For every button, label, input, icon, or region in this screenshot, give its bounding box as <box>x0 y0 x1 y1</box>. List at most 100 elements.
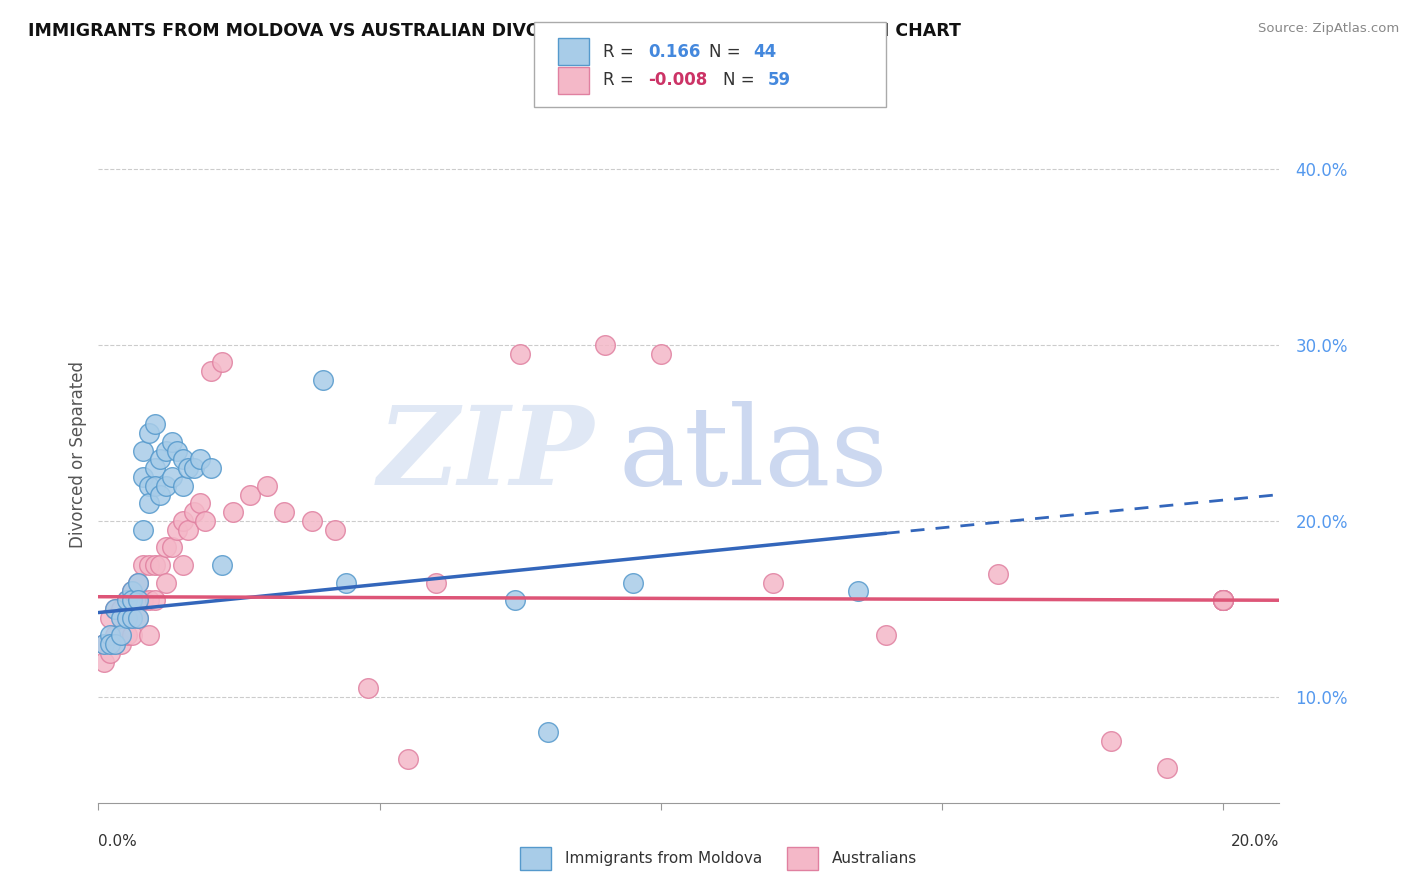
Point <box>222 505 245 519</box>
Point <box>503 593 526 607</box>
Text: 0.166: 0.166 <box>648 43 700 61</box>
Point <box>166 523 188 537</box>
Point <box>115 593 138 607</box>
Point <box>172 452 194 467</box>
Point <box>127 611 149 625</box>
Text: N =: N = <box>709 43 740 61</box>
Point <box>93 637 115 651</box>
Point <box>121 593 143 607</box>
Point <box>1212 593 1234 607</box>
Point <box>127 575 149 590</box>
Point <box>194 514 217 528</box>
Point <box>104 602 127 616</box>
Point <box>621 575 644 590</box>
Text: 44: 44 <box>754 43 778 61</box>
Point <box>188 496 211 510</box>
Point <box>110 628 132 642</box>
Point <box>172 479 194 493</box>
Point <box>127 593 149 607</box>
Text: R =: R = <box>603 71 634 89</box>
Point <box>132 593 155 607</box>
Point <box>323 523 346 537</box>
Point <box>160 541 183 555</box>
Point <box>155 541 177 555</box>
Point <box>987 566 1010 581</box>
Point <box>138 479 160 493</box>
Point <box>183 505 205 519</box>
Text: Immigrants from Moldova: Immigrants from Moldova <box>565 851 762 866</box>
Point <box>98 646 121 660</box>
Point <box>143 558 166 572</box>
Point <box>1212 593 1234 607</box>
Point <box>155 575 177 590</box>
Point <box>177 461 200 475</box>
Point <box>273 505 295 519</box>
Point <box>121 584 143 599</box>
Point <box>188 452 211 467</box>
Point <box>149 452 172 467</box>
Point <box>537 725 560 739</box>
Point <box>155 443 177 458</box>
Point <box>143 593 166 607</box>
Point <box>115 593 138 607</box>
Point <box>93 637 115 651</box>
Point <box>166 443 188 458</box>
Point <box>104 637 127 651</box>
Text: Australians: Australians <box>832 851 918 866</box>
Point <box>127 611 149 625</box>
Text: 20.0%: 20.0% <box>1232 834 1279 849</box>
Point <box>115 611 138 625</box>
Point <box>1212 593 1234 607</box>
Point <box>132 443 155 458</box>
Point <box>177 523 200 537</box>
Point <box>160 470 183 484</box>
Point <box>155 479 177 493</box>
Point <box>98 637 121 651</box>
Point <box>1099 734 1122 748</box>
Point <box>160 434 183 449</box>
Point <box>183 461 205 475</box>
Point <box>149 487 172 501</box>
Point <box>121 611 143 625</box>
Point <box>104 602 127 616</box>
Point <box>301 514 323 528</box>
Point <box>138 593 160 607</box>
Text: atlas: atlas <box>619 401 887 508</box>
Point <box>1212 593 1234 607</box>
Point <box>211 558 233 572</box>
Point <box>110 602 132 616</box>
Point <box>149 558 172 572</box>
Text: 59: 59 <box>768 71 790 89</box>
Point <box>200 461 222 475</box>
Point <box>509 346 531 360</box>
Point <box>132 523 155 537</box>
Point <box>1212 593 1234 607</box>
Text: Source: ZipAtlas.com: Source: ZipAtlas.com <box>1258 22 1399 36</box>
Point <box>846 584 869 599</box>
Text: 0.0%: 0.0% <box>98 834 138 849</box>
Point <box>110 611 132 625</box>
Point <box>172 514 194 528</box>
Point <box>425 575 447 590</box>
Point <box>396 752 419 766</box>
Point <box>762 575 785 590</box>
Text: ZIP: ZIP <box>378 401 595 508</box>
Point <box>239 487 262 501</box>
Point <box>1212 593 1234 607</box>
Text: -0.008: -0.008 <box>648 71 707 89</box>
Point <box>121 611 143 625</box>
Point <box>256 479 278 493</box>
Point <box>143 461 166 475</box>
Point <box>211 355 233 369</box>
Point <box>650 346 672 360</box>
Text: R =: R = <box>603 43 634 61</box>
Point <box>93 655 115 669</box>
Point <box>138 558 160 572</box>
Point <box>121 584 143 599</box>
Point <box>132 558 155 572</box>
Point <box>593 338 616 352</box>
Point <box>127 575 149 590</box>
Point <box>875 628 897 642</box>
Point <box>115 628 138 642</box>
Point <box>200 364 222 378</box>
